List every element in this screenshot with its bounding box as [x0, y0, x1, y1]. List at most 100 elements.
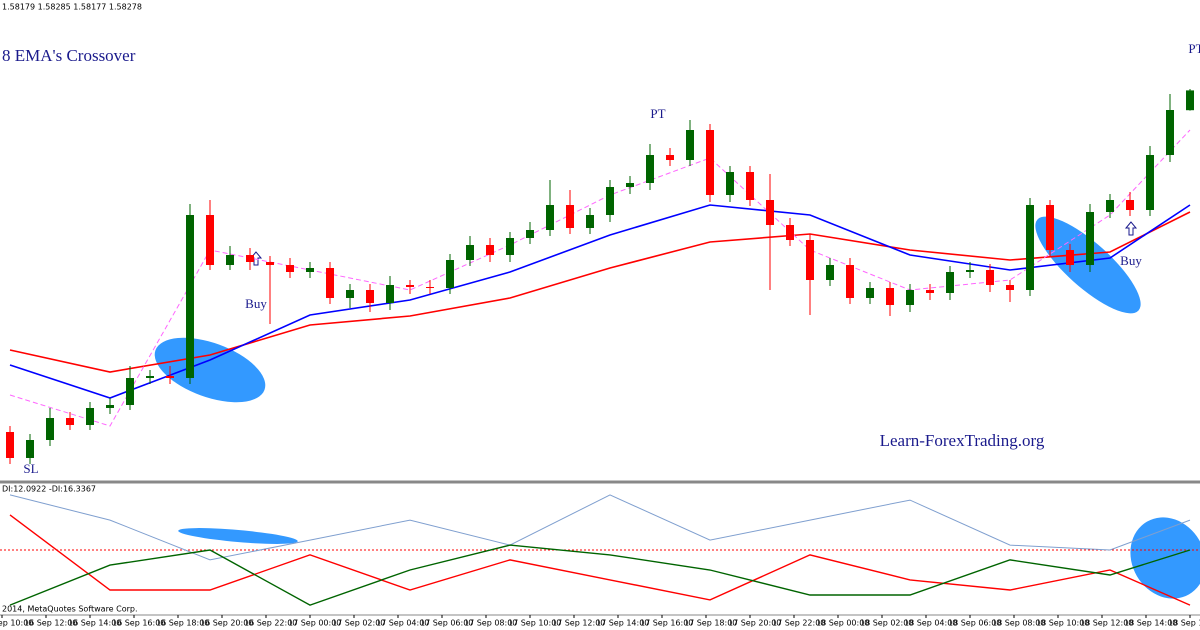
candle-body — [6, 432, 14, 458]
candle-body — [766, 200, 774, 225]
x-tick-label: 18 Sep 16:00 — [1168, 619, 1200, 628]
x-tick-label: 17 Sep 22:00 — [772, 619, 825, 628]
candle-body — [226, 255, 234, 265]
x-tick-label: 18 Sep 10:00 — [1036, 619, 1089, 628]
x-tick-label: 17 Sep 12:00 — [552, 619, 605, 628]
x-tick-label: 18 Sep 12:00 — [1080, 619, 1133, 628]
candle-body — [1106, 200, 1114, 212]
highlight-ellipse — [178, 528, 298, 544]
candle-body — [626, 183, 634, 187]
x-tick-label: 18 Sep 02:00 — [860, 619, 913, 628]
arrow-icon — [1124, 221, 1138, 236]
x-tick-label: 17 Sep 08:00 — [464, 619, 517, 628]
candle-body — [526, 230, 534, 238]
annotation: SL — [23, 461, 38, 476]
candle-body — [106, 405, 114, 408]
x-tick-label: 17 Sep 06:00 — [420, 619, 473, 628]
candle-body — [186, 215, 194, 378]
copyright: 2014, MetaQuotes Software Corp. — [2, 605, 138, 614]
x-tick-label: 17 Sep 18:00 — [684, 619, 737, 628]
candle-body — [1126, 200, 1134, 210]
candle-body — [366, 290, 374, 303]
x-tick-label: 17 Sep 00:00 — [288, 619, 341, 628]
candle-body — [146, 376, 154, 378]
candle-body — [986, 270, 994, 285]
annotation: Buy — [245, 296, 267, 311]
x-tick-label: 16 Sep 10:00 — [0, 619, 33, 628]
candle-body — [866, 288, 874, 298]
highlight-ellipse — [1130, 517, 1200, 599]
candle-body — [26, 440, 34, 458]
candle-body — [946, 272, 954, 293]
candle-body — [1186, 90, 1194, 111]
x-tick-label: 17 Sep 20:00 — [728, 619, 781, 628]
x-tick-label: 16 Sep 20:00 — [200, 619, 253, 628]
candle-body — [966, 270, 974, 272]
candle-body — [1086, 212, 1094, 265]
candle-body — [746, 172, 754, 200]
candle-body — [926, 290, 934, 293]
chart-title: 8 EMA's Crossover — [2, 46, 136, 65]
ema-line — [9, 211, 1191, 373]
candle-body — [786, 225, 794, 240]
x-tick-label: 16 Sep 12:00 — [24, 619, 77, 628]
indicator-line — [9, 514, 1191, 606]
candle-body — [886, 288, 894, 305]
candle-body — [1046, 205, 1054, 250]
candle-body — [406, 285, 414, 287]
x-tick-label: 16 Sep 18:00 — [156, 619, 209, 628]
annotation: PT — [1188, 41, 1200, 56]
x-tick-label: 17 Sep 14:00 — [596, 619, 649, 628]
candle-body — [666, 155, 674, 160]
candle-body — [246, 255, 254, 262]
candle-body — [66, 418, 74, 425]
ema-line — [9, 204, 1191, 399]
candle-body — [506, 238, 514, 255]
candle-body — [326, 268, 334, 298]
x-tick-label: 18 Sep 04:00 — [904, 619, 957, 628]
indicator-label: DI:12.0922 -DI:16.3367 — [2, 485, 96, 494]
x-tick-label: 18 Sep 00:00 — [816, 619, 869, 628]
candle-body — [906, 290, 914, 305]
candle-body — [1006, 285, 1014, 290]
candle-body — [1026, 205, 1034, 290]
candle-body — [686, 130, 694, 160]
x-tick-label: 16 Sep 14:00 — [68, 619, 121, 628]
candle-body — [706, 130, 714, 195]
x-tick-label: 18 Sep 06:00 — [948, 619, 1001, 628]
candle-body — [1066, 250, 1074, 265]
candle-body — [206, 215, 214, 265]
annotation: PT — [650, 106, 665, 121]
x-tick-label: 16 Sep 16:00 — [112, 619, 165, 628]
x-tick-label: 18 Sep 08:00 — [992, 619, 1045, 628]
candle-body — [346, 290, 354, 298]
candle-body — [1146, 155, 1154, 210]
quote-text: 1.58179 1.58285 1.58177 1.58278 — [2, 3, 142, 12]
watermark: Learn-ForexTrading.org — [880, 431, 1045, 450]
candle-body — [566, 205, 574, 228]
candle-body — [826, 265, 834, 280]
candle-body — [166, 376, 174, 378]
candle-body — [466, 245, 474, 260]
candle-body — [846, 265, 854, 298]
x-tick-label: 16 Sep 22:00 — [244, 619, 297, 628]
candle-body — [1166, 110, 1174, 155]
candle-body — [126, 378, 134, 405]
candle-body — [586, 215, 594, 228]
highlight-ellipse — [154, 337, 266, 403]
x-tick-label: 18 Sep 14:00 — [1124, 619, 1177, 628]
candle-body — [386, 285, 394, 303]
x-tick-label: 17 Sep 02:00 — [332, 619, 385, 628]
annotation: Buy — [1120, 253, 1142, 268]
candle-body — [266, 262, 274, 265]
candle-body — [446, 260, 454, 288]
candle-body — [426, 287, 434, 288]
x-tick-label: 17 Sep 16:00 — [640, 619, 693, 628]
candle-body — [606, 187, 614, 215]
candle-body — [486, 245, 494, 255]
candle-body — [806, 240, 814, 280]
candle-body — [306, 268, 314, 272]
